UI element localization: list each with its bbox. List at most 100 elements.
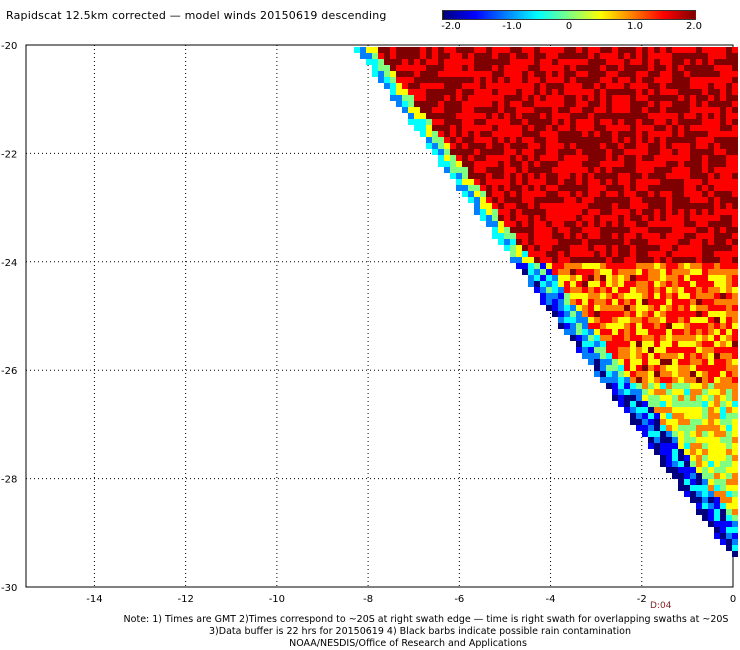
swath-cell	[702, 173, 708, 179]
swath-cell	[486, 149, 492, 155]
swath-cell	[660, 455, 666, 461]
swath-cell	[720, 239, 726, 245]
swath-cell	[648, 215, 654, 221]
swath-cell	[576, 227, 582, 233]
swath-cell	[564, 95, 570, 101]
swath-cell	[396, 77, 402, 83]
swath-cell	[642, 317, 648, 323]
swath-cell	[666, 251, 672, 257]
swath-cell	[528, 143, 534, 149]
swath-cell	[672, 359, 678, 365]
swath-cell	[690, 77, 696, 83]
swath-cell	[654, 149, 660, 155]
swath-cell	[606, 113, 612, 119]
swath-cell	[546, 197, 552, 203]
swath-cell	[522, 47, 528, 53]
swath-cell	[696, 191, 702, 197]
swath-cell	[414, 95, 420, 101]
swath-cell	[456, 113, 462, 119]
swath-cell	[468, 119, 474, 125]
swath-cell	[672, 371, 678, 377]
swath-cell	[708, 251, 714, 257]
swath-cell	[456, 149, 462, 155]
swath-cell	[606, 137, 612, 143]
swath-cell	[654, 293, 660, 299]
swath-cell	[546, 293, 552, 299]
swath-cell	[720, 89, 726, 95]
swath-cell	[672, 215, 678, 221]
swath-cell	[690, 407, 696, 413]
swath-cell	[654, 437, 660, 443]
swath-cell	[642, 143, 648, 149]
swath-cell	[648, 389, 654, 395]
swath-cell	[702, 131, 708, 137]
swath-cell	[582, 185, 588, 191]
swath-cell	[594, 317, 600, 323]
swath-cell	[672, 311, 678, 317]
swath-cell	[546, 113, 552, 119]
swath-cell	[690, 419, 696, 425]
swath-cell	[540, 161, 546, 167]
swath-cell	[534, 131, 540, 137]
swath-cell	[480, 137, 486, 143]
swath-cell	[618, 359, 624, 365]
swath-cell	[558, 227, 564, 233]
swath-cell	[654, 329, 660, 335]
swath-cell	[696, 251, 702, 257]
swath-cell	[606, 161, 612, 167]
swath-cell	[618, 251, 624, 257]
swath-cell	[678, 203, 684, 209]
swath-cell	[606, 155, 612, 161]
swath-cell	[654, 101, 660, 107]
swath-cell	[480, 155, 486, 161]
swath-cell	[534, 137, 540, 143]
swath-cell	[456, 101, 462, 107]
swath-cell	[582, 191, 588, 197]
swath-cell	[654, 323, 660, 329]
swath-cell	[648, 185, 654, 191]
swath-cell	[678, 185, 684, 191]
swath-cell	[672, 431, 678, 437]
swath-cell	[570, 257, 576, 263]
swath-cell	[708, 83, 714, 89]
swath-cell	[732, 347, 738, 353]
swath-cell	[732, 317, 738, 323]
swath-cell	[564, 299, 570, 305]
swath-cell	[618, 155, 624, 161]
swath-cell	[678, 365, 684, 371]
swath-cell	[606, 173, 612, 179]
swath-cell	[612, 389, 618, 395]
swath-cell	[672, 89, 678, 95]
swath-cell	[636, 323, 642, 329]
swath-cell	[732, 221, 738, 227]
swath-cell	[708, 245, 714, 251]
swath-cell	[360, 53, 366, 59]
swath-cell	[468, 125, 474, 131]
swath-cell	[714, 497, 720, 503]
swath-cell	[660, 365, 666, 371]
swath-cell	[726, 287, 732, 293]
swath-cell	[648, 245, 654, 251]
swath-cell	[708, 137, 714, 143]
swath-cell	[474, 95, 480, 101]
swath-cell	[672, 407, 678, 413]
swath-cell	[588, 317, 594, 323]
swath-cell	[666, 203, 672, 209]
swath-cell	[714, 209, 720, 215]
swath-cell	[534, 263, 540, 269]
colorbar-label: -1.0	[502, 21, 522, 32]
swath-cell	[540, 83, 546, 89]
swath-cell	[708, 155, 714, 161]
swath-cell	[600, 371, 606, 377]
swath-cell	[432, 95, 438, 101]
swath-cell	[690, 371, 696, 377]
swath-cell	[600, 305, 606, 311]
swath-cell	[582, 131, 588, 137]
swath-cell	[714, 509, 720, 515]
swath-cell	[708, 467, 714, 473]
swath-cell	[624, 335, 630, 341]
swath-cell	[558, 251, 564, 257]
swath-cell	[576, 305, 582, 311]
swath-cell	[492, 197, 498, 203]
swath-cell	[438, 155, 444, 161]
